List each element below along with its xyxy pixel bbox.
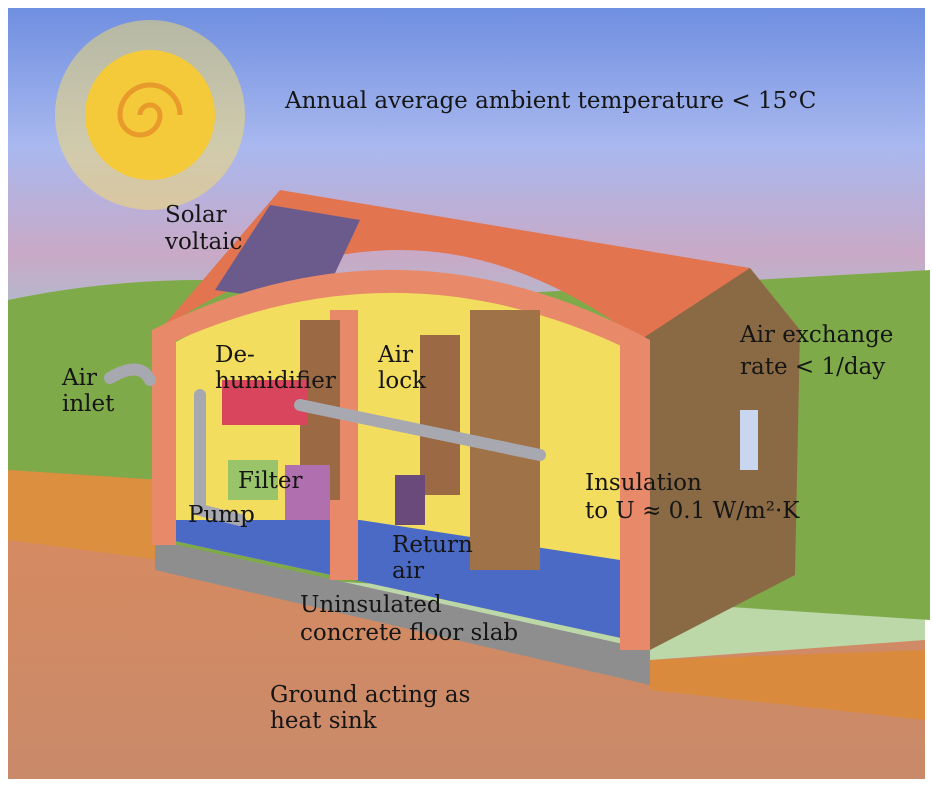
slab: [155, 540, 650, 685]
end-wall: [640, 268, 800, 650]
label: Ground acting as: [270, 682, 470, 708]
sun: [55, 20, 245, 210]
label: concrete floor slab: [300, 620, 518, 646]
label: Insulation: [585, 470, 702, 496]
label: De-: [215, 342, 255, 368]
label: inlet: [62, 391, 115, 417]
label: Return: [392, 532, 473, 558]
label: voltaic: [164, 229, 242, 255]
label: Annual average ambient temperature < 15°…: [284, 88, 816, 114]
label: Filter: [238, 468, 303, 494]
label: to U ≈ 0.1 W/m²·K: [585, 498, 800, 524]
label: Uninsulated: [300, 592, 442, 618]
label: air: [392, 558, 424, 584]
labels: Annual average ambient temperature < 15°…: [61, 88, 893, 734]
label: Pump: [188, 502, 255, 528]
label: lock: [378, 368, 427, 394]
equipment: [104, 310, 546, 570]
label: humidifier: [215, 368, 336, 394]
label: Solar: [165, 202, 227, 228]
label: Air: [377, 342, 413, 368]
window: [740, 410, 758, 470]
gravel-right: [650, 650, 925, 720]
label: Air exchange: [739, 322, 893, 348]
gravel-left: [8, 470, 160, 560]
label: heat sink: [270, 708, 378, 734]
label: Air: [61, 365, 97, 391]
label: rate < 1/day: [740, 354, 885, 380]
